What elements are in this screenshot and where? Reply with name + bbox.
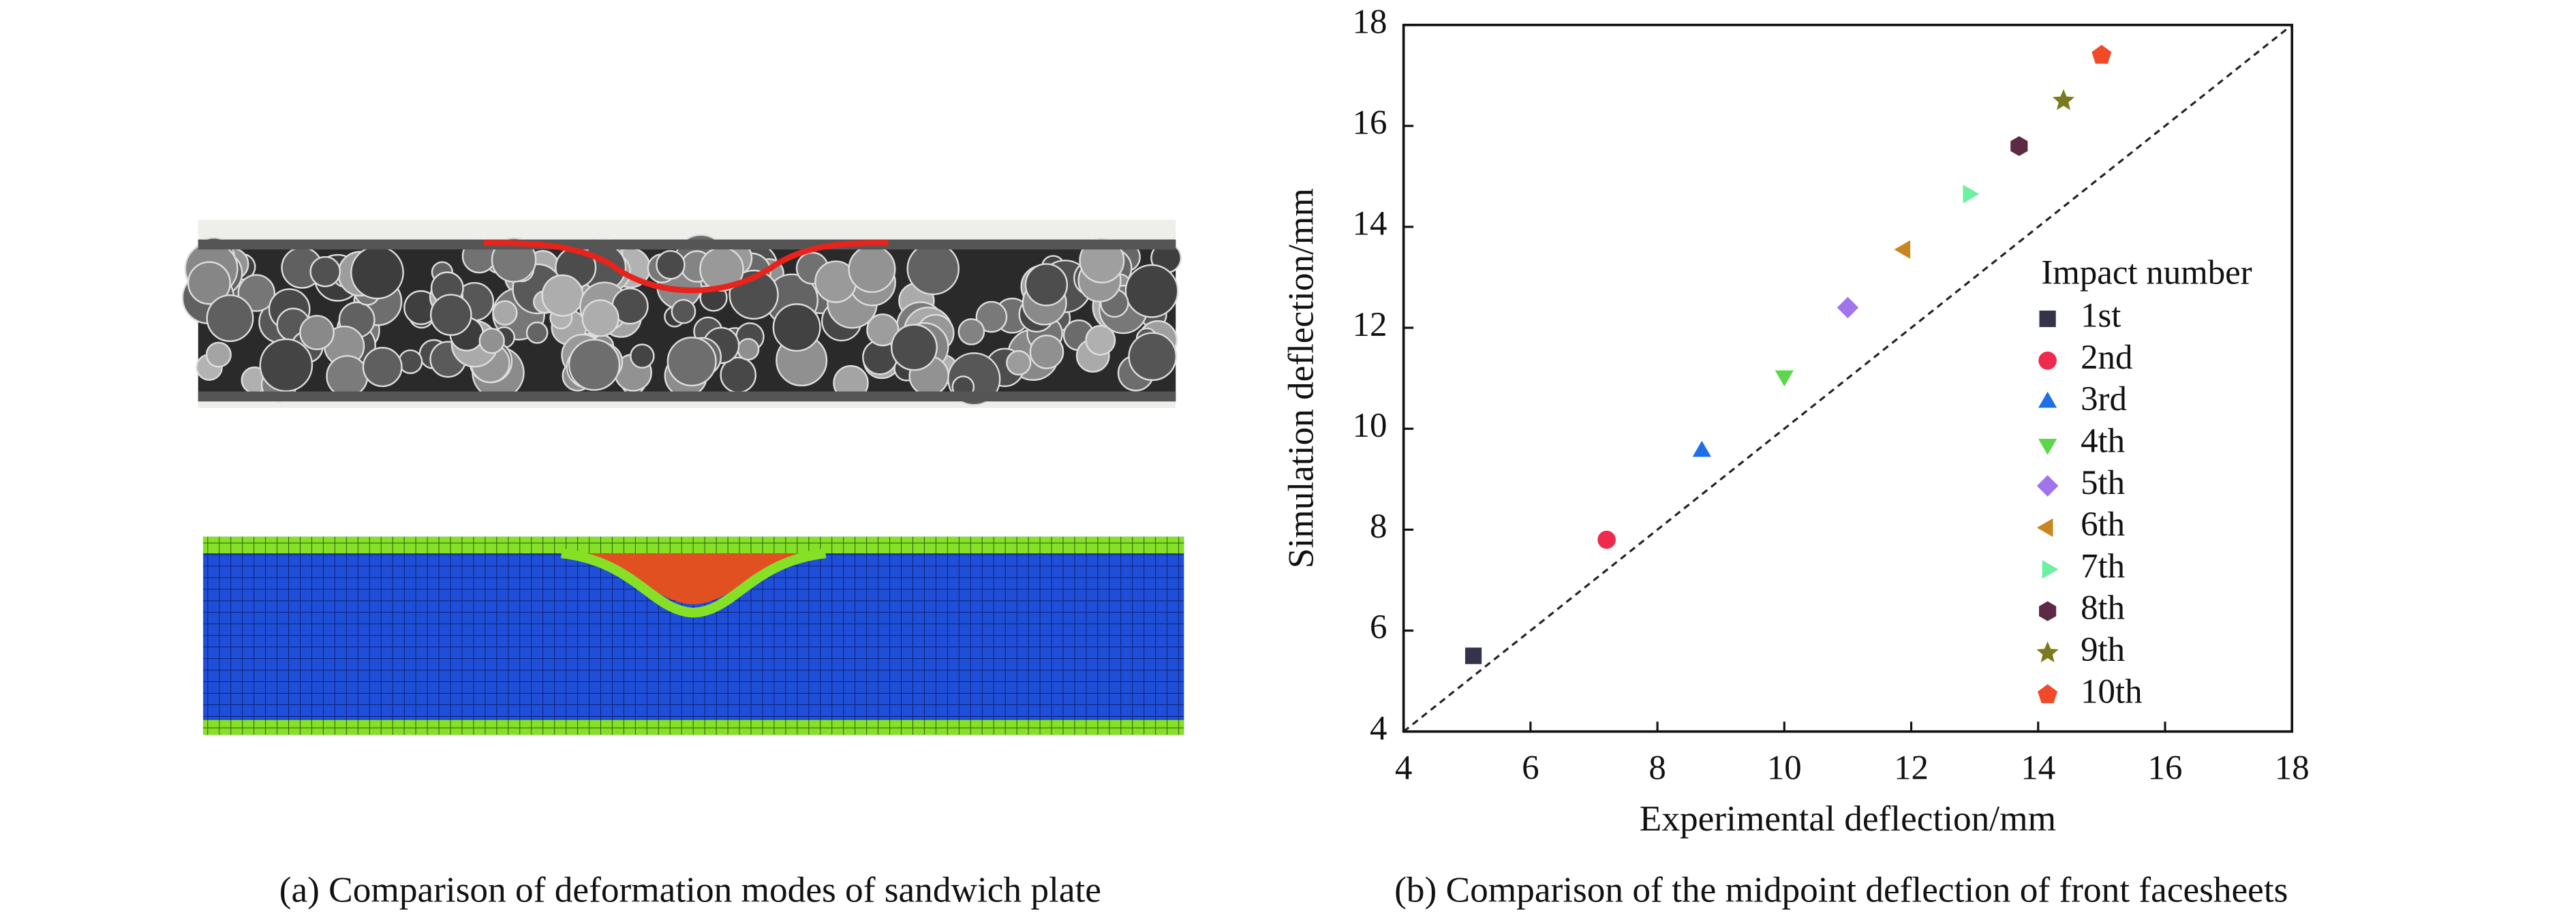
foam-cell — [772, 303, 821, 352]
data-point — [1775, 370, 1794, 387]
y-tick-label: 4 — [1370, 709, 1387, 747]
y-axis-label: Simulation deflection/mm — [1281, 188, 1321, 568]
legend-marker — [2039, 310, 2056, 328]
legend-label: 4th — [2081, 422, 2125, 461]
fe-mesh — [203, 536, 1184, 735]
y-tick-label: 12 — [1353, 306, 1387, 344]
y-tick-label: 10 — [1353, 407, 1387, 445]
foam-cell — [1024, 263, 1069, 307]
legend-marker — [2039, 601, 2057, 621]
foam-cell — [581, 299, 619, 337]
legend-marker — [2042, 560, 2059, 579]
data-point — [1597, 530, 1616, 549]
foam-cell — [1085, 324, 1116, 356]
y-tick-label: 8 — [1370, 508, 1387, 546]
foam-cell — [525, 321, 549, 344]
x-tick-label: 8 — [1649, 749, 1666, 788]
foam-cell — [326, 355, 369, 398]
legend-label: 9th — [2081, 631, 2125, 669]
foam-cell — [350, 245, 404, 300]
data-point — [1465, 647, 1482, 664]
foam-cell — [398, 349, 423, 375]
legend-marker — [2038, 684, 2058, 704]
photo-specimen — [181, 219, 1182, 408]
x-tick-label: 12 — [1894, 749, 1929, 788]
y-tick-label: 14 — [1353, 205, 1387, 243]
data-point — [2052, 89, 2075, 110]
reference-line — [1402, 24, 2293, 732]
foam-cell — [866, 313, 900, 347]
caption: (b) Comparison of the midpoint deflectio… — [1394, 869, 2288, 910]
legend-label: 5th — [2081, 464, 2125, 502]
foam-cell — [299, 315, 335, 351]
foam-cell — [1124, 264, 1179, 318]
y-tick-label: 16 — [1353, 104, 1387, 142]
foam-cell — [737, 338, 760, 361]
foam-cell — [1079, 237, 1125, 283]
foam-cell — [890, 324, 938, 371]
data-point — [2091, 44, 2112, 64]
legend-label: 6th — [2081, 506, 2125, 544]
foam-cell — [630, 343, 655, 369]
foam-cell — [568, 339, 621, 391]
legend-marker — [2038, 351, 2057, 370]
data-point — [1963, 185, 1980, 204]
caption: (a) Comparison of deformation modes of s… — [279, 869, 1101, 910]
foam-cell — [848, 245, 896, 293]
x-tick-label: 6 — [1522, 749, 1539, 788]
legend-marker — [2038, 391, 2057, 408]
legend-label: 3rd — [2081, 380, 2127, 418]
x-axis-label: Experimental deflection/mm — [1640, 798, 2056, 839]
foam-cell — [656, 250, 686, 280]
foam-cell — [906, 242, 960, 296]
legend-label: 1st — [2081, 297, 2121, 335]
legend-marker — [2036, 475, 2059, 497]
legend-marker — [2038, 438, 2057, 455]
foam-cell — [671, 298, 696, 324]
foam-cell — [1006, 350, 1032, 376]
foam-cell — [259, 338, 313, 392]
y-tick-label: 18 — [1353, 3, 1387, 41]
data-point — [1692, 440, 1711, 457]
foam-cell — [1128, 332, 1178, 382]
foam-cell — [975, 300, 1008, 333]
data-point — [1894, 240, 1911, 259]
foam-cell — [205, 341, 232, 368]
foam-cell — [666, 337, 717, 387]
plot-frame — [1402, 23, 2294, 733]
data-point — [2010, 136, 2028, 156]
data-point — [1837, 296, 1859, 319]
x-tick-label: 18 — [2275, 749, 2310, 788]
legend-label: 2nd — [2081, 339, 2132, 377]
foam-cell — [362, 347, 403, 388]
legend-label: 7th — [2081, 547, 2125, 585]
legend-title: Impact number — [2041, 254, 2252, 292]
x-tick-label: 16 — [2148, 749, 2183, 788]
legend-label: 10th — [2081, 672, 2142, 711]
x-tick-label: 14 — [2021, 749, 2055, 788]
foam-cell — [1029, 335, 1064, 369]
legend-marker — [2036, 641, 2059, 663]
foam-cell — [957, 318, 985, 345]
legend-marker — [2036, 518, 2053, 538]
foam-cell — [429, 294, 472, 336]
x-tick-label: 10 — [1767, 749, 1802, 788]
foam-cell — [206, 294, 254, 342]
y-tick-label: 6 — [1370, 608, 1387, 647]
foam-cell — [309, 255, 341, 288]
foam-cell — [492, 300, 518, 326]
foam-cell — [478, 328, 505, 354]
foam-cell — [541, 274, 584, 317]
x-tick-label: 4 — [1395, 749, 1412, 788]
legend-label: 8th — [2081, 589, 2125, 627]
foam-cell — [187, 261, 231, 305]
